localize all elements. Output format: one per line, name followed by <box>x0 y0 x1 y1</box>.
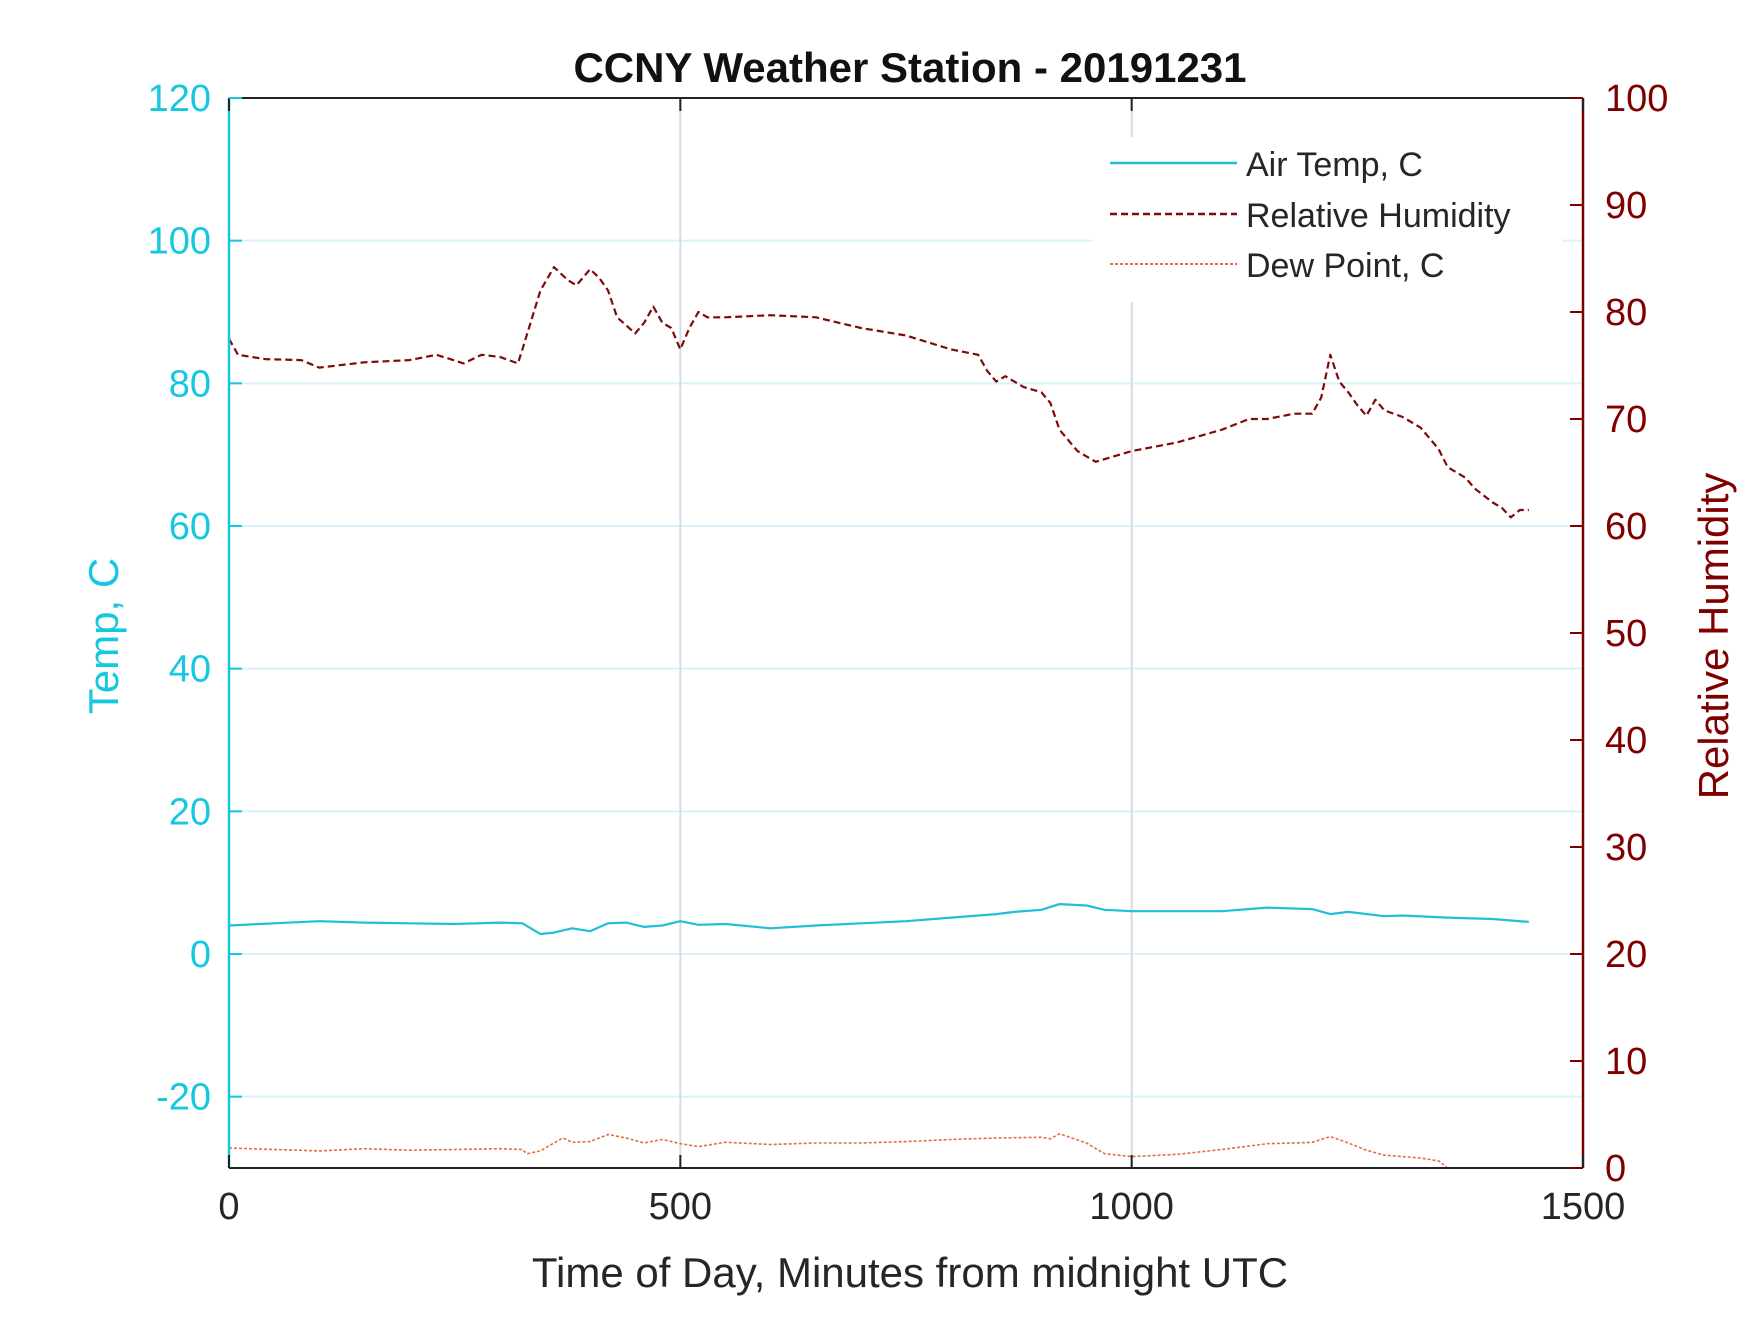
right-y-tick-label: 70 <box>1605 399 1647 441</box>
left-y-tick-label: 120 <box>148 78 211 120</box>
legend: Air Temp, C Relative Humidity Dew Point,… <box>1092 137 1562 302</box>
right-y-tick-label: 20 <box>1605 934 1647 976</box>
legend-label-dew-point: Dew Point, C <box>1246 247 1444 285</box>
left-y-tick-label: 100 <box>148 221 211 263</box>
x-tick-label: 500 <box>649 1186 712 1228</box>
x-tick-label: 1000 <box>1089 1186 1174 1228</box>
left-y-tick-label: 60 <box>169 506 211 548</box>
right-y-axis-ticks: 0 10 20 30 40 50 60 70 80 90 100 <box>1570 78 1668 1190</box>
left-y-axis-ticks: -20 0 20 40 60 80 100 120 <box>148 78 242 1119</box>
series-air-temp-line <box>228 902 1529 936</box>
legend-box <box>1092 137 1562 302</box>
left-y-tick-label: 20 <box>169 791 211 833</box>
left-y-tick-label: -20 <box>156 1077 211 1119</box>
right-y-tick-label: 100 <box>1605 78 1668 120</box>
right-y-tick-label: 30 <box>1605 827 1647 869</box>
series-relative-humidity-line <box>228 266 1529 519</box>
right-y-tick-label: 80 <box>1605 292 1647 334</box>
right-y-tick-label: 0 <box>1605 1148 1626 1190</box>
right-y-tick-label: 90 <box>1605 185 1647 227</box>
chart-title: CCNY Weather Station - 20191231 <box>573 44 1246 91</box>
left-y-tick-label: 0 <box>190 934 211 976</box>
left-y-tick-label: 40 <box>169 649 211 691</box>
x-tick-label: 0 <box>218 1186 239 1228</box>
x-axis-label: Time of Day, Minutes from midnight UTC <box>532 1249 1288 1296</box>
right-y-tick-label: 50 <box>1605 613 1647 655</box>
legend-label-relative-humidity: Relative Humidity <box>1246 197 1511 235</box>
x-axis-ticks: 0 500 1000 1500 <box>218 98 1625 1228</box>
left-y-tick-label: 80 <box>169 363 211 405</box>
right-y-tick-label: 60 <box>1605 506 1647 548</box>
left-y-axis-label: Temp, C <box>80 558 127 714</box>
right-y-tick-label: 10 <box>1605 1041 1647 1083</box>
right-y-tick-label: 40 <box>1605 720 1647 762</box>
series-lines <box>228 266 1529 1169</box>
legend-label-air-temp: Air Temp, C <box>1246 146 1423 184</box>
right-y-axis-label: Relative Humidity <box>1690 473 1737 800</box>
x-tick-label: 1500 <box>1541 1186 1626 1228</box>
series-dew-point-line <box>228 1133 1449 1169</box>
